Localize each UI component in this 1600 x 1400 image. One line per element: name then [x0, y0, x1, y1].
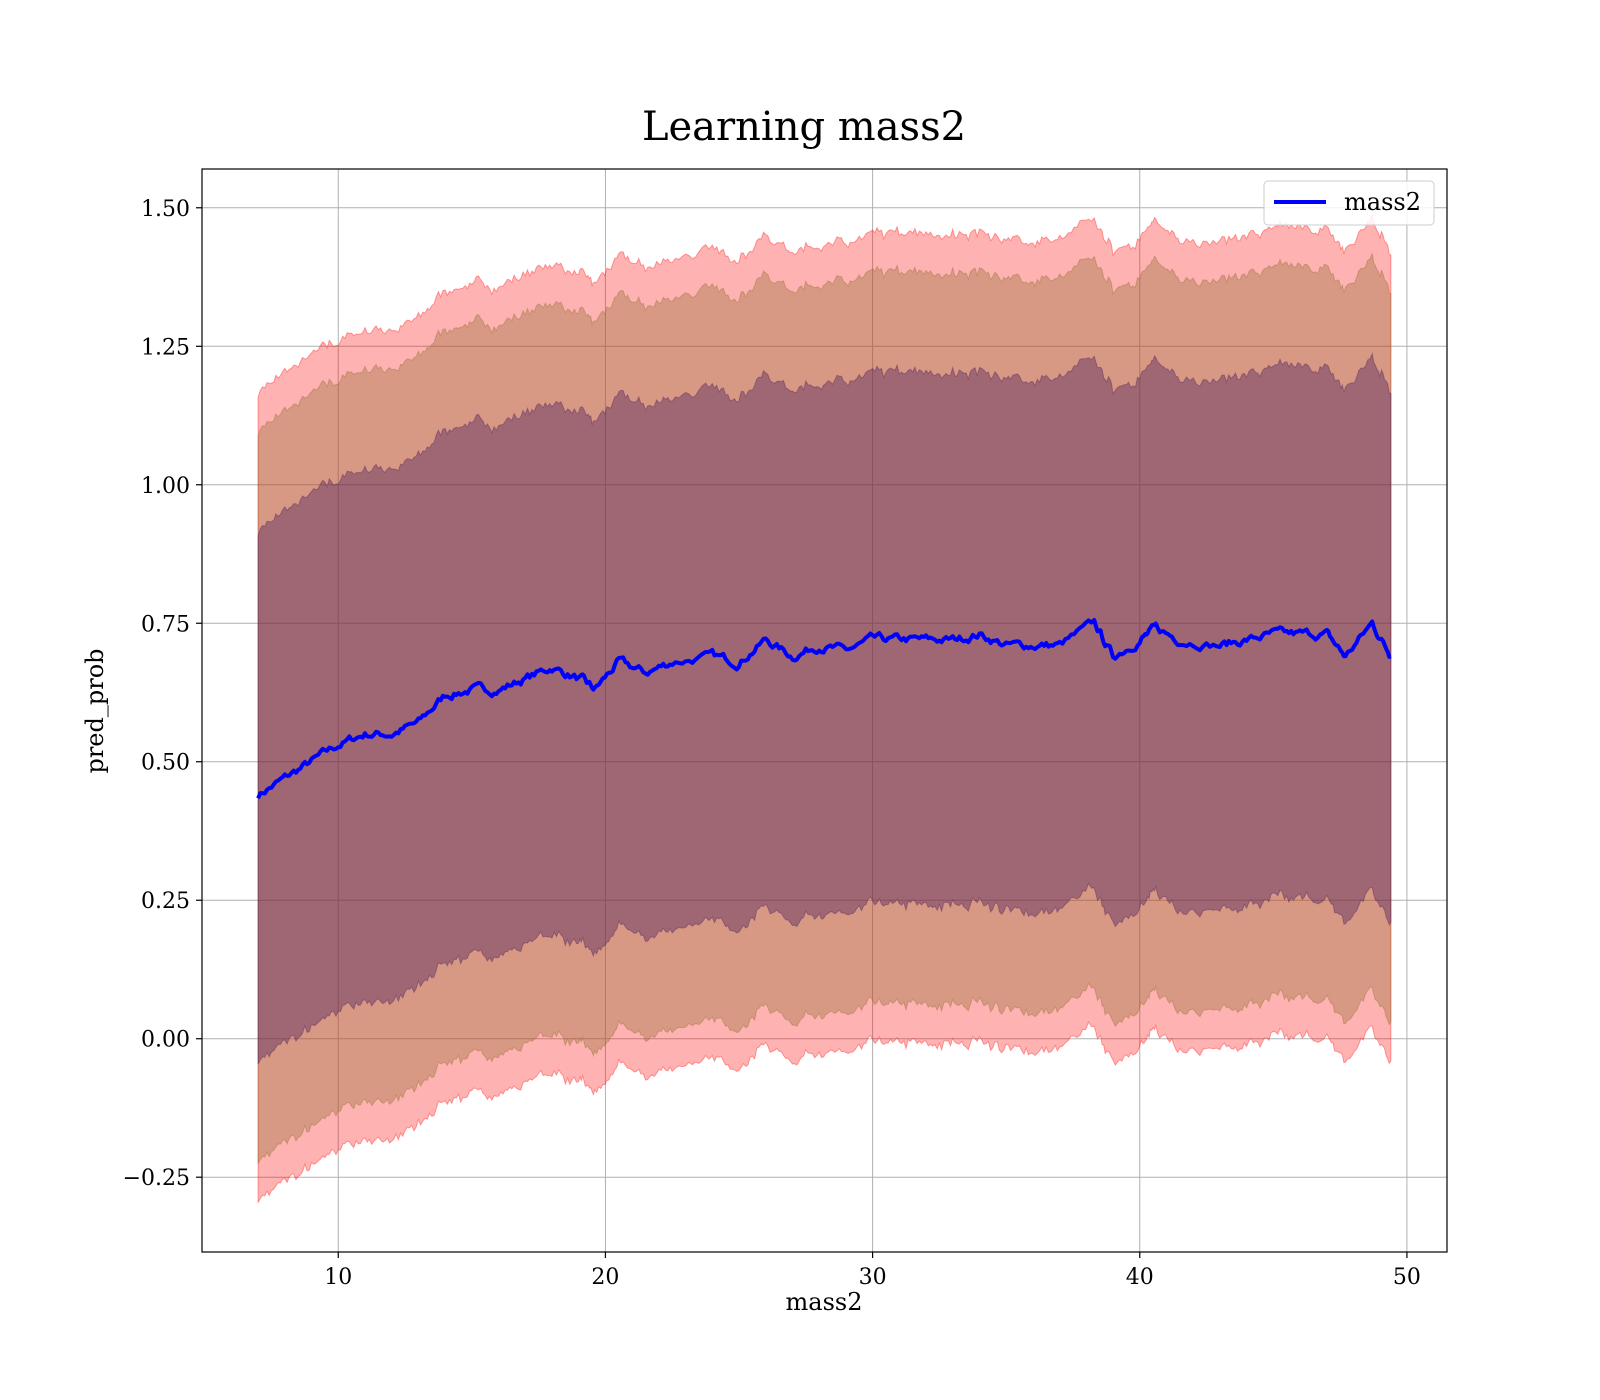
y-tick-label: 0.25	[141, 889, 190, 914]
x-axis-label: mass2	[786, 1288, 863, 1316]
y-tick-label: 1.25	[141, 335, 190, 360]
chart-title: Learning mass2	[642, 104, 966, 150]
x-axis-ticks: 10 20 30 40 50	[324, 1252, 1421, 1290]
y-tick-label: −0.25	[123, 1166, 190, 1191]
band-area	[257, 351, 1392, 1065]
confidence-bands	[257, 213, 1392, 1203]
mean-line-layer	[256, 618, 1392, 800]
legend: mass2	[1263, 180, 1435, 226]
y-tick-label: 1.50	[141, 197, 190, 222]
y-tick-label: 0.50	[141, 751, 190, 776]
y-tick-label: 1.00	[141, 474, 190, 499]
plot-frame	[201, 168, 1448, 1253]
y-axis-label: pred_prob	[81, 648, 109, 773]
legend-box	[1263, 180, 1435, 226]
x-tick-label: 10	[324, 1265, 352, 1290]
y-tick-label: 0.75	[141, 612, 190, 637]
x-tick-label: 40	[1126, 1265, 1154, 1290]
grid	[202, 169, 1447, 1252]
band-area	[257, 213, 1392, 1203]
mean-line	[256, 618, 1392, 800]
y-axis-ticks: −0.25 0.00 0.25 0.50 0.75 1.00 1.25 1.50	[123, 197, 202, 1191]
legend-label: mass2	[1344, 188, 1421, 216]
y-tick-label: 0.00	[141, 1028, 190, 1053]
band-area	[257, 252, 1392, 1165]
x-tick-label: 50	[1393, 1265, 1421, 1290]
x-tick-label: 20	[591, 1265, 619, 1290]
x-tick-label: 30	[859, 1265, 887, 1290]
